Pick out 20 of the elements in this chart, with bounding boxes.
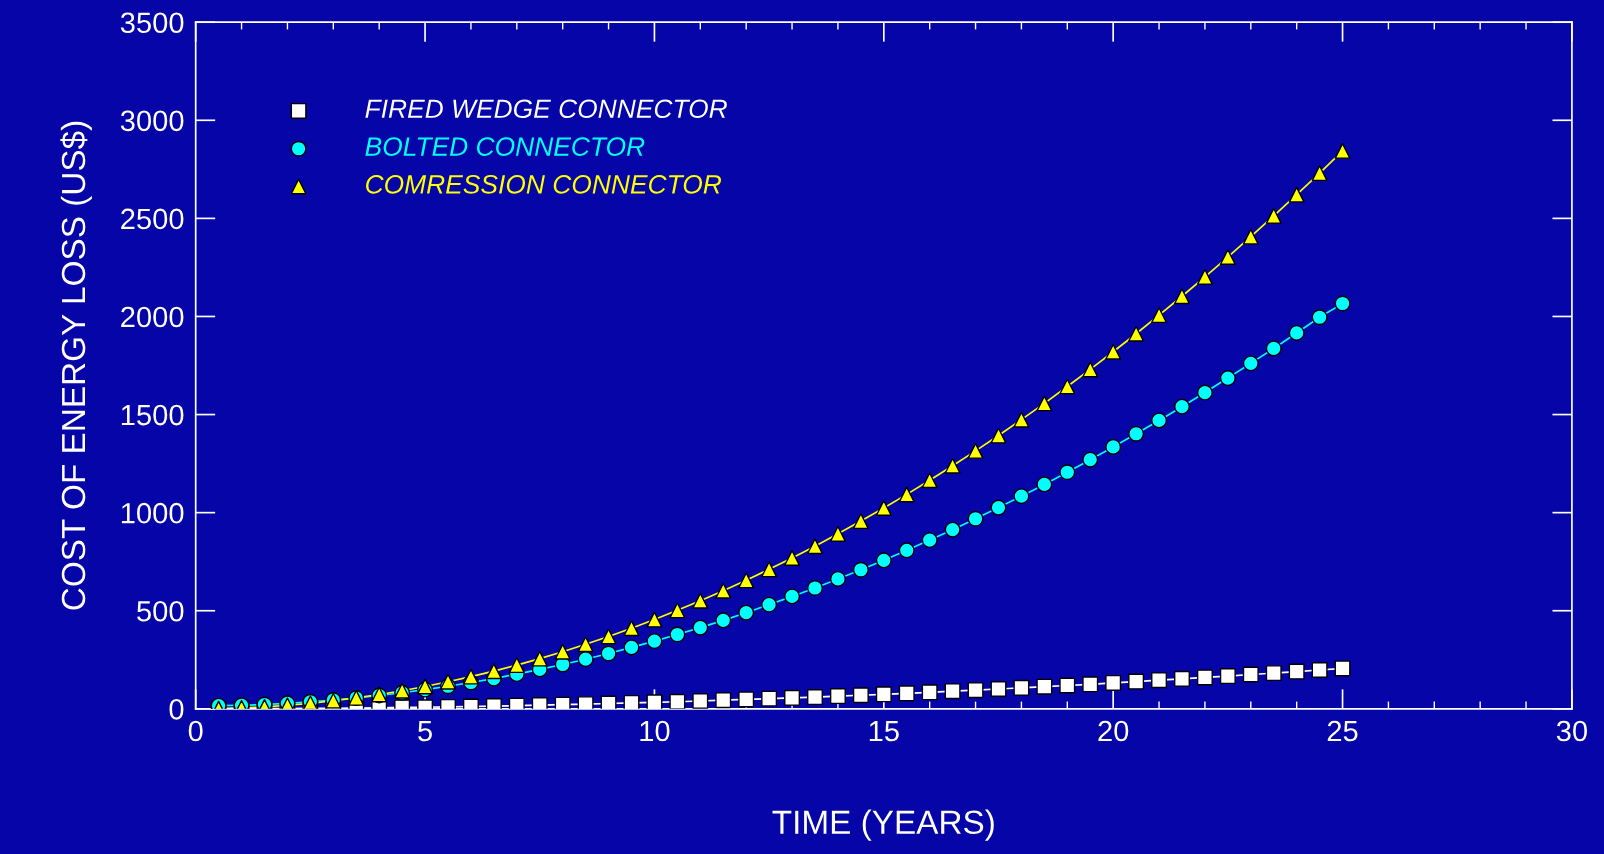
x-tick-label: 25 [1327,720,1358,742]
x-tick-label: 20 [1098,720,1129,742]
y-tick-label: 1500 [121,404,184,426]
x-tick-label: 0 [188,720,203,742]
y-tick-label: 3500 [120,12,184,34]
x-tick-label: 30 [1556,720,1587,742]
legend-label: BOLTED CONNECTOR [365,137,645,156]
y-tick-label: 3000 [120,110,184,132]
x-tick-label: 10 [640,720,670,742]
y-tick-label: 500 [137,600,184,622]
y-tick-label: 1000 [121,502,184,524]
legend-label: FIRED WEDGE CONNECTOR [365,99,727,119]
y-tick-label: 0 [169,699,184,720]
legend-label: COMRESSION CONNECTOR [366,175,722,194]
x-tick-label: 15 [869,721,899,742]
y-tick-label: 2500 [121,208,184,230]
x-axis-title: TIME (YEARS) [772,809,994,841]
y-tick-label: 2000 [121,306,184,328]
y-axis-title: COST OF ENERGY LOSS (US$) [60,121,92,610]
x-tick-label: 5 [418,721,432,742]
